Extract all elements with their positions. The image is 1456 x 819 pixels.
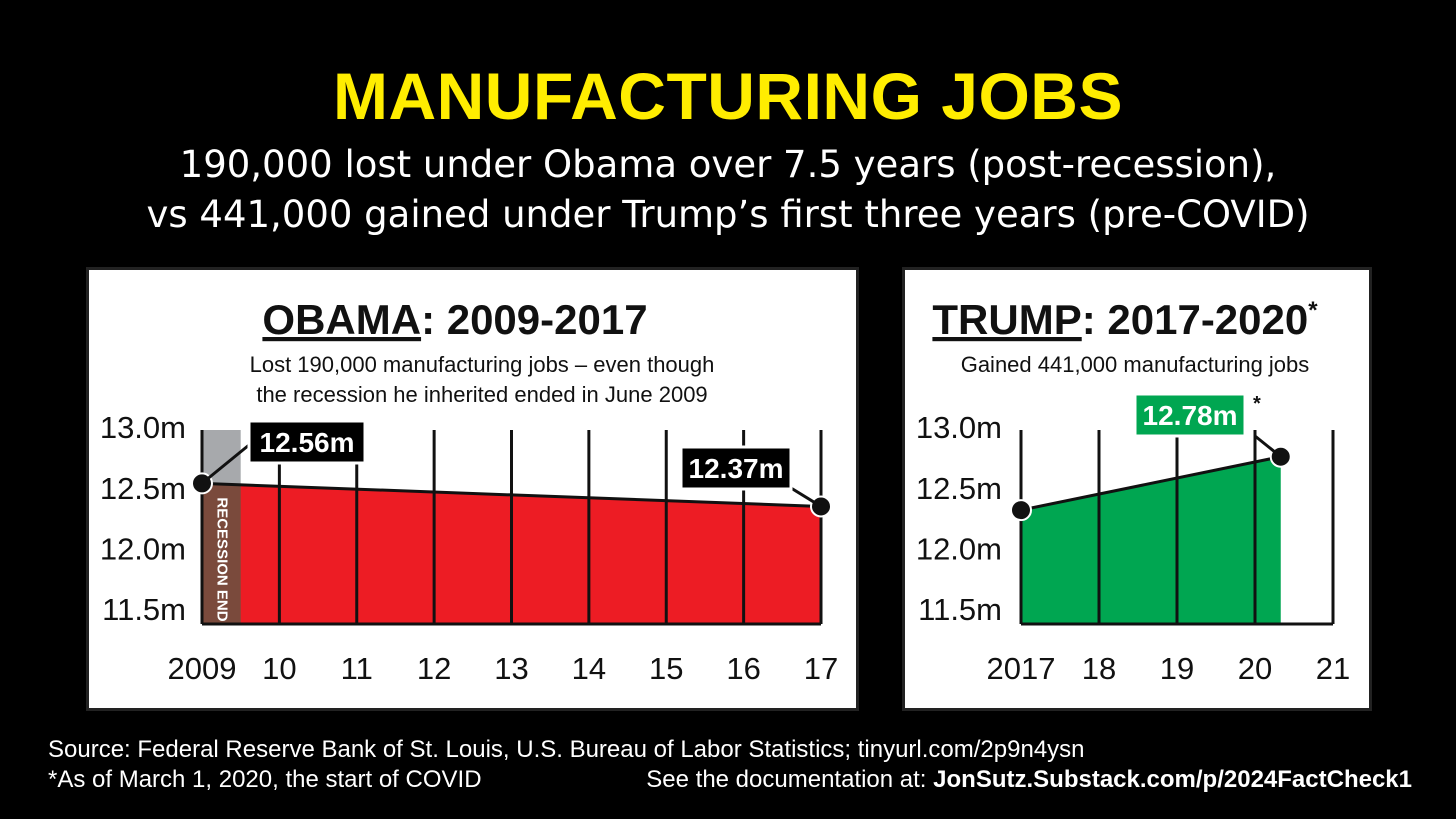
obama-y-tick-label: 13.0m bbox=[100, 410, 186, 445]
svg-text:OBAMA: 2009-2017: OBAMA: 2009-2017 bbox=[262, 296, 647, 343]
obama-x-tick-label: 11 bbox=[341, 651, 373, 686]
obama-y-tick-label: 12.5m bbox=[100, 471, 186, 506]
obama-recession-band bbox=[202, 483, 241, 624]
obama-callout-label: 12.56m bbox=[260, 427, 355, 458]
documentation-label: See the documentation at: bbox=[646, 766, 934, 793]
obama-plot-area: RECESSION ENDED 13.0m 12.5m 12.0m 11.5m 2009 1… bbox=[100, 410, 838, 686]
asof-note: *As of March 1, 2020, the start of COVID bbox=[48, 766, 482, 793]
obama-title-name: OBAMA bbox=[262, 296, 421, 343]
trump-x-tick-label: 19 bbox=[1160, 651, 1194, 686]
obama-x-tick-label: 13 bbox=[494, 651, 528, 686]
obama-y-tick-label: 11.5m bbox=[102, 592, 186, 627]
obama-x-tick-label: 15 bbox=[649, 651, 683, 686]
trump-x-tick-label: 20 bbox=[1238, 651, 1272, 686]
obama-series-line bbox=[201, 481, 822, 508]
trump-callout-label: 12.78m bbox=[1143, 400, 1238, 431]
obama-subtitle-line-1: Lost 190,000 manufacturing jobs – even t… bbox=[250, 352, 715, 377]
obama-callout-box bbox=[247, 419, 367, 465]
trump-chart-panel: TRUMP: 2017-2020* Gained 441,000 manufac… bbox=[902, 267, 1372, 711]
obama-x-tick-label: 2009 bbox=[168, 651, 237, 686]
documentation-note: See the documentation at: JonSutz.Substa… bbox=[646, 766, 1412, 794]
trump-callout-leader bbox=[1254, 434, 1282, 458]
obama-chart-title: OBAMA: 2009-2017 bbox=[262, 296, 647, 343]
trump-subtitle: Gained 441,000 manufacturing jobs bbox=[961, 352, 1310, 377]
obama-title-rest: : 2009-2017 bbox=[421, 296, 648, 343]
documentation-link[interactable]: JonSutz.Substack.com/p/2024FactCheck1 bbox=[933, 766, 1412, 793]
trump-data-point bbox=[1010, 499, 1032, 522]
trump-title-mark: * bbox=[1308, 297, 1318, 324]
trump-series-line bbox=[1020, 455, 1282, 512]
obama-callout-leader bbox=[790, 486, 822, 508]
subtitle-line-1: 190,000 lost under Obama over 7.5 years … bbox=[179, 143, 1277, 186]
obama-recession-label: RECESSION ENDED bbox=[213, 497, 230, 642]
obama-chart: OBAMA: 2009-2017 Lost 190,000 manufactur… bbox=[100, 296, 838, 686]
trump-callout-box bbox=[1133, 392, 1247, 438]
obama-callout-leader bbox=[201, 443, 250, 485]
subtitle-line-2: vs 441,000 gained under Trump’s first th… bbox=[146, 193, 1310, 236]
obama-y-tick-label: 12.0m bbox=[100, 532, 186, 567]
obama-x-tick-label: 17 bbox=[804, 651, 838, 686]
trump-title-rest: : 2017-2020 bbox=[1082, 296, 1309, 343]
obama-callout-box bbox=[679, 445, 793, 491]
obama-chart-panel: OBAMA: 2009-2017 Lost 190,000 manufactur… bbox=[86, 267, 859, 711]
obama-x-tick-label: 12 bbox=[417, 651, 451, 686]
trump-x-tick-label: 18 bbox=[1082, 651, 1116, 686]
trump-x-tick-label: 21 bbox=[1316, 651, 1350, 686]
trump-y-tick-label: 12.0m bbox=[916, 532, 1002, 567]
obama-subtitle-line-2: the recession he inherited ended in June… bbox=[256, 382, 707, 407]
source-note: Source: Federal Reserve Bank of St. Loui… bbox=[48, 736, 1085, 763]
trump-area bbox=[1021, 456, 1281, 624]
obama-callout-label: 12.37m bbox=[689, 453, 784, 484]
obama-x-tick-label: 14 bbox=[572, 651, 606, 686]
trump-y-tick-label: 12.5m bbox=[916, 471, 1002, 506]
trump-plot-area: 13.0m 12.5m 12.0m 11.5m 2017 18 19 20 21 12.78m * bbox=[916, 392, 1350, 686]
trump-title-name: TRUMP bbox=[932, 296, 1081, 343]
trump-chart: TRUMP: 2017-2020* Gained 441,000 manufac… bbox=[916, 296, 1350, 686]
obama-x-tick-label: 16 bbox=[726, 651, 760, 686]
trump-y-tick-label: 13.0m bbox=[916, 410, 1002, 445]
trump-y-tick-label: 11.5m bbox=[918, 592, 1002, 627]
obama-x-tick-label: 10 bbox=[262, 651, 296, 686]
page-title: MANUFACTURING JOBS bbox=[332, 59, 1123, 133]
trump-x-tick-label: 2017 bbox=[987, 651, 1056, 686]
trump-chart-title: TRUMP: 2017-2020* bbox=[932, 296, 1318, 343]
trump-callout-mark: * bbox=[1253, 393, 1261, 415]
